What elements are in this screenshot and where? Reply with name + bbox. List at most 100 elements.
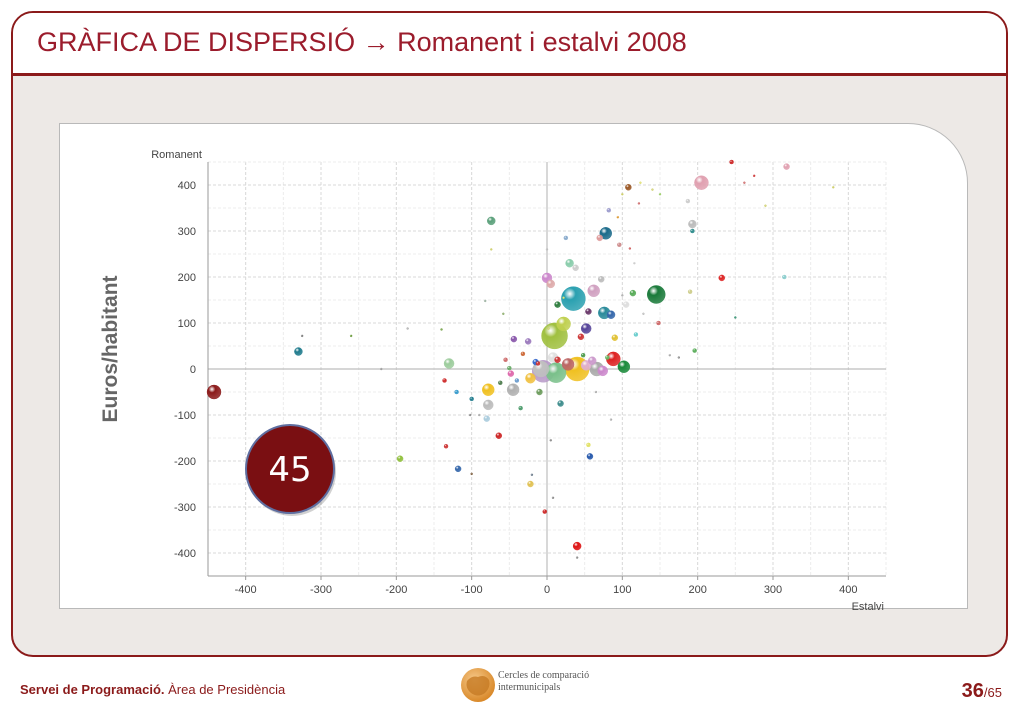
- data-point: [551, 496, 555, 499]
- data-point: [734, 316, 737, 319]
- data-point: [206, 384, 222, 400]
- slide-title: GRÀFICA DE DISPERSIÓ → Romanent i estalv…: [37, 27, 687, 57]
- data-point: [637, 202, 641, 205]
- y-axis-title: Romanent: [151, 149, 202, 161]
- footer-org-bold: Servei de Programació.: [20, 682, 165, 697]
- title-bar: GRÀFICA DE DISPERSIÓ → Romanent i estalv…: [13, 13, 1006, 76]
- data-point: [545, 248, 549, 251]
- page-total: /65: [983, 685, 1002, 700]
- data-point: [518, 405, 523, 411]
- data-point: [294, 347, 303, 356]
- footer-org-rest: Àrea de Presidència: [164, 682, 286, 697]
- data-point: [498, 380, 503, 385]
- data-point: [596, 234, 603, 242]
- x-tick-label: 100: [613, 584, 631, 596]
- data-point: [507, 370, 515, 377]
- data-point: [639, 181, 642, 184]
- y-tick-label: 0: [190, 364, 196, 376]
- y-tick-label: 200: [178, 272, 196, 284]
- data-point: [525, 372, 536, 384]
- data-point: [487, 216, 496, 226]
- data-point: [562, 296, 565, 299]
- data-point: [597, 365, 608, 377]
- data-point: [554, 356, 561, 364]
- data-point: [718, 274, 725, 282]
- footer-logo: Cercles de comparació intermunicipals: [458, 665, 598, 705]
- x-tick-label: 0: [544, 584, 550, 596]
- data-point: [782, 274, 787, 280]
- data-point: [606, 208, 611, 213]
- data-point: [586, 442, 591, 448]
- scatter-chart: -400 -300 -200 -100 0 100 200 300 400 400 300 200 10…: [99, 149, 887, 610]
- data-point: [549, 439, 552, 442]
- data-point: [621, 192, 624, 196]
- data-point: [440, 328, 443, 331]
- data-point: [633, 332, 639, 337]
- data-point: [668, 353, 671, 357]
- data-point: [506, 383, 520, 396]
- data-point: [585, 308, 592, 315]
- badge-value: 45: [268, 450, 311, 490]
- data-point: [580, 323, 592, 334]
- data-point: [599, 227, 612, 240]
- data-point: [565, 258, 574, 268]
- data-point: [588, 356, 597, 365]
- data-point: [470, 472, 473, 476]
- data-point: [606, 310, 616, 319]
- slide-frame: GRÀFICA DE DISPERSIÓ → Romanent i estalv…: [11, 11, 1008, 657]
- data-point: [561, 358, 575, 371]
- y-tick-label: -200: [174, 456, 196, 468]
- data-point: [510, 335, 518, 343]
- data-point: [514, 378, 520, 383]
- data-point: [622, 301, 630, 308]
- data-point: [677, 356, 681, 359]
- x-axis-title: Estalvi: [852, 601, 884, 610]
- data-point: [605, 355, 610, 360]
- data-point: [658, 192, 662, 196]
- data-point: [611, 334, 618, 341]
- y-tick-label: -300: [174, 502, 196, 514]
- data-point: [561, 286, 586, 311]
- data-point: [502, 312, 505, 316]
- y-tick-label: 300: [178, 226, 196, 238]
- units-label: Euros/habitant: [99, 275, 122, 422]
- data-point: [520, 351, 526, 357]
- data-point: [642, 312, 645, 316]
- data-point: [563, 235, 569, 241]
- data-point: [535, 361, 541, 366]
- data-point: [586, 453, 594, 460]
- data-point: [554, 301, 561, 308]
- x-tick-label: -200: [385, 584, 407, 596]
- data-point: [443, 444, 449, 449]
- data-point: [478, 413, 481, 417]
- y-tick-label: -400: [174, 548, 196, 560]
- data-point: [503, 357, 508, 363]
- data-point: [628, 247, 632, 250]
- data-point: [483, 415, 490, 422]
- x-tick-label: -400: [235, 584, 257, 596]
- data-point: [507, 365, 512, 371]
- y-tick-label: 100: [178, 318, 196, 330]
- data-point: [598, 276, 605, 283]
- data-point: [396, 455, 404, 462]
- data-point: [406, 327, 409, 330]
- data-point: [575, 556, 579, 559]
- data-point: [380, 367, 383, 371]
- chart-panel: -400 -300 -200 -100 0 100 200 300 400 400 300 200 10…: [59, 123, 968, 610]
- data-point: [442, 378, 447, 383]
- data-point: [729, 159, 734, 165]
- data-point: [594, 390, 598, 394]
- data-point: [546, 279, 555, 289]
- data-point: [617, 242, 622, 248]
- data-point: [484, 299, 487, 303]
- data-point: [617, 360, 631, 373]
- data-point: [621, 294, 624, 297]
- data-point: [482, 383, 495, 396]
- data-point: [524, 338, 532, 345]
- data-point: [690, 228, 695, 234]
- data-point: [468, 413, 472, 417]
- y-tick-label: 400: [178, 180, 196, 192]
- data-point: [454, 389, 459, 395]
- x-tick-label: -300: [310, 584, 332, 596]
- data-point: [694, 175, 709, 190]
